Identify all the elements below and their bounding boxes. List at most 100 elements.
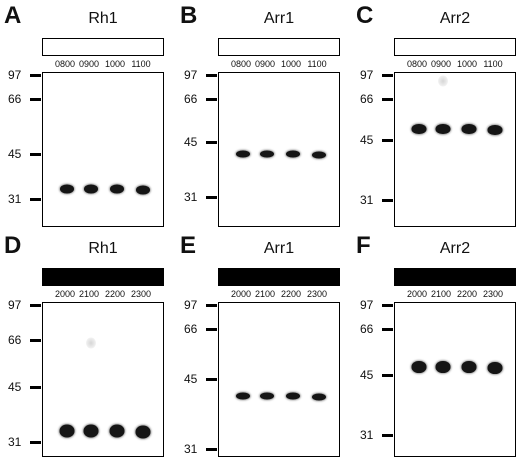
panel-letter: B [180, 2, 198, 29]
marker-tick [382, 98, 393, 101]
marker-tick [206, 141, 217, 144]
light-period-bar [394, 38, 516, 56]
time-labels: 2000 2100 2200 2300 [394, 289, 516, 301]
faint-band [86, 337, 96, 349]
time-label: 0900 [78, 59, 100, 69]
western-blot [218, 72, 340, 227]
size-marker: 31 [180, 443, 218, 455]
size-marker: 66 [4, 93, 42, 105]
panel-letter: F [356, 232, 371, 259]
protein-label: Arr1 [263, 240, 295, 257]
marker-label: 45 [184, 372, 198, 386]
marker-tick [30, 441, 41, 444]
protein-band [461, 360, 477, 373]
time-label: 1000 [104, 59, 126, 69]
panel-d: D Rh1 2000 2100 2200 2300 97 66 45 31 [4, 234, 174, 464]
marker-tick [382, 199, 393, 202]
protein-band [84, 184, 98, 194]
marker-label: 45 [360, 368, 374, 382]
time-labels: 0800 0900 1000 1100 [394, 59, 516, 71]
time-label: 2100 [254, 289, 276, 299]
marker-label: 66 [184, 322, 198, 336]
time-labels: 0800 0900 1000 1100 [42, 59, 164, 71]
dark-period-bar [42, 268, 164, 286]
size-marker: 66 [180, 93, 218, 105]
size-marker: 97 [4, 299, 42, 311]
size-marker: 45 [180, 373, 218, 385]
protein-band [83, 424, 99, 438]
protein-band [435, 124, 451, 135]
time-label: 2200 [104, 289, 126, 299]
size-marker: 31 [356, 429, 394, 441]
size-marker: 45 [4, 148, 42, 160]
time-label: 1100 [483, 59, 503, 69]
size-marker: 45 [4, 381, 42, 393]
marker-tick [30, 98, 41, 101]
marker-label: 31 [184, 190, 198, 204]
time-labels: 0800 0900 1000 1100 [218, 59, 340, 71]
western-blot [394, 302, 516, 457]
panel-letter: D [4, 232, 22, 259]
marker-tick [382, 328, 393, 331]
protein-band [461, 124, 477, 135]
protein-band [110, 184, 124, 194]
size-marker: 97 [180, 299, 218, 311]
protein-band [487, 125, 503, 136]
panel-c: C Arr2 0800 0900 1000 1100 97 66 45 31 [356, 4, 525, 234]
time-label: 2100 [78, 289, 100, 299]
time-label: 2300 [306, 289, 328, 299]
panel-a: A Rh1 0800 0900 1000 1100 97 66 45 31 [4, 4, 174, 234]
marker-label: 66 [360, 322, 374, 336]
marker-tick [382, 304, 393, 307]
marker-label: 45 [360, 133, 374, 147]
size-marker: 97 [4, 69, 42, 81]
dark-period-bar [218, 268, 340, 286]
protein-label: Arr2 [439, 240, 471, 257]
marker-tick [206, 328, 217, 331]
marker-label: 45 [184, 135, 198, 149]
size-marker: 45 [356, 369, 394, 381]
marker-tick [382, 374, 393, 377]
time-label: 1100 [307, 59, 327, 69]
protein-label: Arr2 [439, 10, 471, 27]
size-marker: 66 [356, 323, 394, 335]
marker-tick [206, 98, 217, 101]
panel-b: B Arr1 0800 0900 1000 1100 97 66 45 31 [180, 4, 350, 234]
marker-label: 97 [184, 298, 198, 312]
time-label: 0900 [254, 59, 276, 69]
dark-period-bar [394, 268, 516, 286]
size-marker: 45 [356, 134, 394, 146]
time-label: 2000 [406, 289, 428, 299]
size-marker: 97 [356, 69, 394, 81]
protein-band [286, 150, 300, 158]
marker-label: 31 [360, 193, 374, 207]
marker-label: 45 [8, 380, 22, 394]
protein-band [60, 184, 74, 194]
marker-tick [30, 198, 41, 201]
time-label: 1000 [456, 59, 478, 69]
protein-band [136, 185, 150, 195]
marker-tick [206, 378, 217, 381]
marker-tick [30, 74, 41, 77]
size-marker: 45 [180, 136, 218, 148]
protein-band [411, 124, 427, 135]
marker-label: 66 [360, 92, 374, 106]
protein-label: Arr1 [263, 10, 295, 27]
time-label: 2200 [456, 289, 478, 299]
time-label: 2300 [482, 289, 504, 299]
protein-label: Rh1 [88, 10, 118, 27]
protein-band [435, 360, 451, 373]
protein-band [312, 151, 326, 159]
marker-label: 66 [184, 92, 198, 106]
time-label: 0800 [54, 59, 76, 69]
time-label: 0800 [406, 59, 428, 69]
western-blot [394, 72, 516, 227]
time-label: 2300 [130, 289, 152, 299]
marker-label: 31 [184, 442, 198, 456]
protein-band [260, 392, 274, 400]
marker-label: 45 [8, 147, 22, 161]
light-period-bar [218, 38, 340, 56]
marker-label: 97 [8, 298, 22, 312]
panel-letter: C [356, 2, 374, 29]
protein-band [236, 392, 250, 400]
